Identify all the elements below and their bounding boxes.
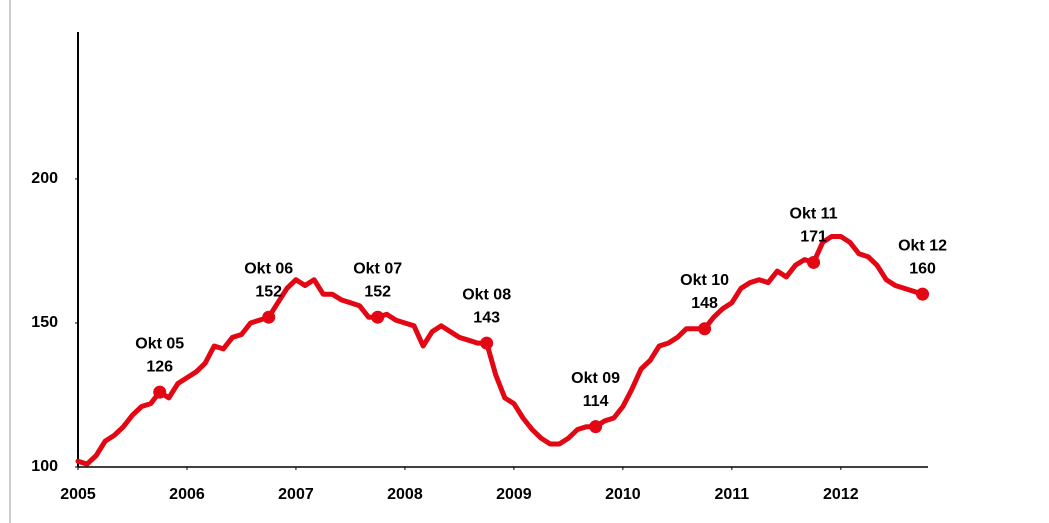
x-tick-label: 2010: [605, 486, 641, 503]
annotation-value: 171: [800, 229, 827, 246]
annotation-marker: [916, 287, 930, 301]
annotation-value: 114: [583, 393, 609, 410]
x-tick-label: 2007: [278, 486, 314, 503]
annotation-marker: [153, 385, 167, 399]
annotation-value: 126: [146, 358, 173, 375]
annotation-marker: [371, 310, 385, 324]
annotation-value: 143: [473, 309, 500, 326]
line-series: [75, 234, 926, 467]
annotation-value: 152: [255, 283, 282, 300]
annotation-label: Okt 12: [898, 237, 947, 254]
annotation-marker: [480, 336, 494, 350]
annotation-label: Okt 07: [353, 260, 402, 277]
annotation-marker: [807, 255, 821, 269]
annotation-label: Okt 06: [244, 260, 293, 277]
annotation-value: 152: [364, 283, 391, 300]
annotation-label: Okt 05: [135, 335, 184, 352]
y-tick-label: 200: [31, 170, 58, 187]
x-tick-label: 2009: [496, 486, 532, 503]
annotation-value: 148: [691, 295, 718, 312]
x-tick-label: 2011: [714, 486, 749, 503]
x-tick-label: 2006: [169, 486, 205, 503]
annotation-label: Okt 08: [462, 286, 511, 303]
x-tick-label: 2005: [60, 486, 96, 503]
x-tick-label: 2012: [823, 486, 859, 503]
annotation-label: Okt 10: [680, 272, 729, 289]
annotation-marker: [262, 310, 276, 324]
y-tick-label: 100: [31, 458, 58, 475]
annotation-marker: [589, 420, 603, 434]
annotation-label: Okt 09: [571, 370, 620, 387]
annotation-label: Okt 11: [790, 206, 838, 223]
annotation-marker: [698, 322, 712, 336]
y-tick-label: 150: [31, 314, 58, 331]
x-tick-label: 2008: [387, 486, 423, 503]
annotation-value: 160: [909, 260, 936, 277]
